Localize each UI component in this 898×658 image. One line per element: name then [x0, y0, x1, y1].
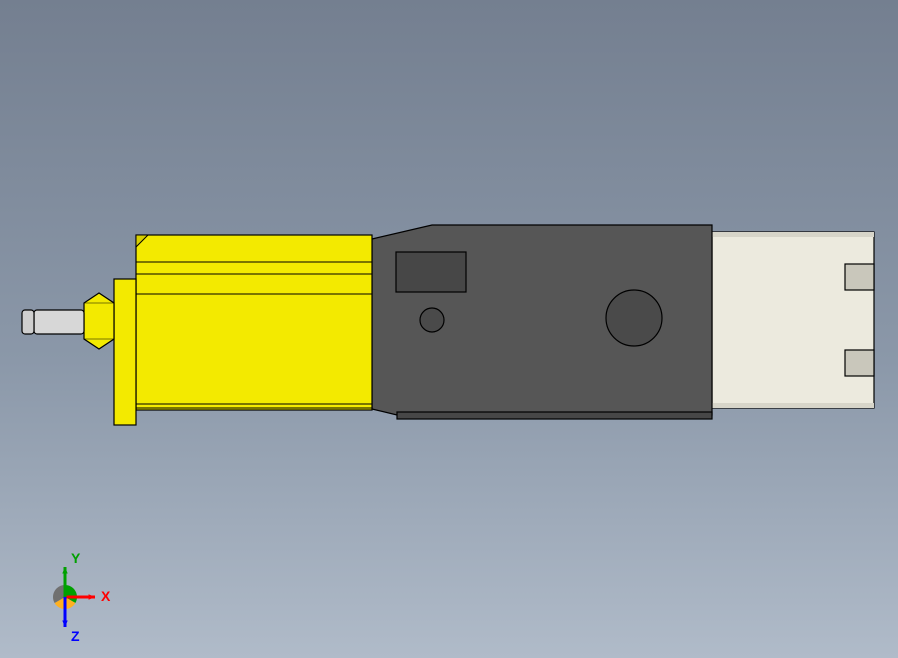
cad-viewport[interactable]: X Y Z [0, 0, 898, 658]
rear-block-top-face [712, 232, 874, 237]
rear-cutout-lower [845, 350, 874, 376]
rear-block [712, 232, 874, 408]
motor-body [136, 235, 372, 410]
shaft-hex-nut [84, 293, 114, 349]
mid-housing-hole-small [420, 308, 444, 332]
model-assembly[interactable] [22, 225, 874, 425]
triad-label-x: X [101, 588, 111, 604]
mid-housing-hole-large [606, 290, 662, 346]
triad-label-z: Z [71, 628, 80, 644]
scene-svg: X Y Z [0, 0, 898, 658]
mid-housing-ledge [396, 252, 466, 292]
mid-housing-bottom-rail [397, 412, 712, 419]
output-shaft [34, 310, 84, 334]
triad-label-y: Y [71, 550, 81, 566]
output-shaft-cap [22, 310, 34, 334]
rear-block-bottom-face [712, 403, 874, 408]
rear-cutout-upper [845, 264, 874, 290]
motor-front-flange [114, 279, 136, 425]
